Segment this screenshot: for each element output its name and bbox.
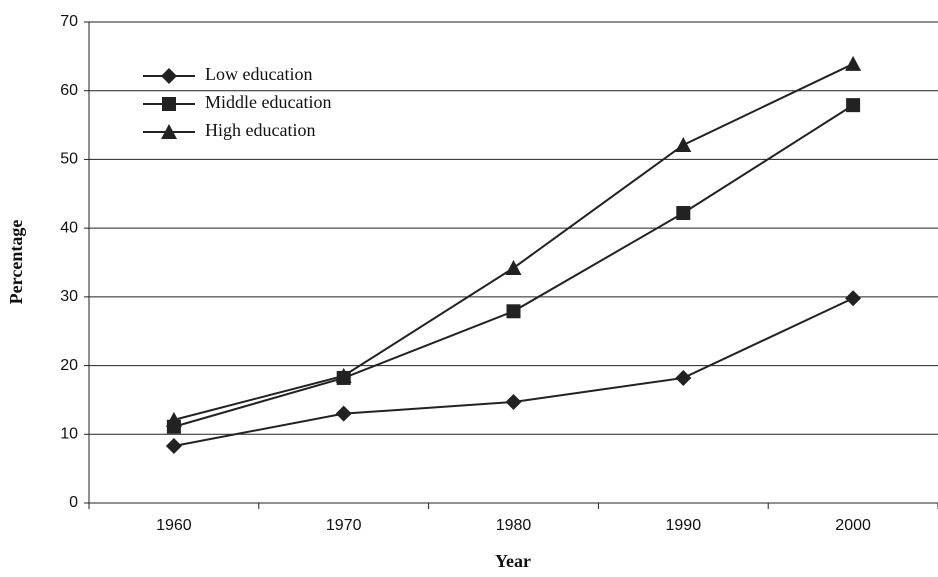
data-point (845, 55, 862, 71)
series-line (173, 297, 854, 447)
legend-label: High education (205, 120, 315, 140)
legend-marker (161, 68, 177, 84)
y-axis-label: Percentage (6, 220, 26, 305)
legend-label: Low education (205, 64, 312, 84)
x-tick-label: 2000 (835, 517, 871, 534)
y-tick-label: 70 (60, 13, 78, 30)
x-tick-label: 1980 (496, 517, 532, 534)
data-point (505, 393, 522, 410)
x-tick-label: 1970 (326, 517, 362, 534)
y-tick-label: 60 (60, 82, 78, 99)
data-point (506, 304, 521, 319)
data-point (335, 405, 352, 422)
data-point (675, 136, 692, 152)
y-tick-label: 0 (69, 494, 78, 511)
x-tick-label: 1990 (666, 517, 702, 534)
y-tick-label: 40 (60, 219, 78, 236)
x-axis-label: Year (495, 551, 531, 571)
data-point (676, 206, 691, 221)
data-point (846, 98, 861, 113)
x-tick-label: 1960 (156, 517, 192, 534)
data-point (675, 369, 692, 386)
y-tick-label: 50 (60, 151, 78, 168)
series-line (173, 63, 854, 421)
y-tick-label: 30 (60, 288, 78, 305)
data-point (505, 259, 522, 275)
legend-label: Middle education (205, 92, 331, 112)
data-point (335, 367, 352, 383)
data-point (165, 411, 182, 427)
y-tick-label: 10 (60, 426, 78, 443)
legend-marker (161, 124, 177, 139)
y-tick-label: 20 (60, 357, 78, 374)
data-point (165, 437, 182, 454)
data-point (845, 290, 862, 307)
legend-marker (162, 97, 176, 111)
